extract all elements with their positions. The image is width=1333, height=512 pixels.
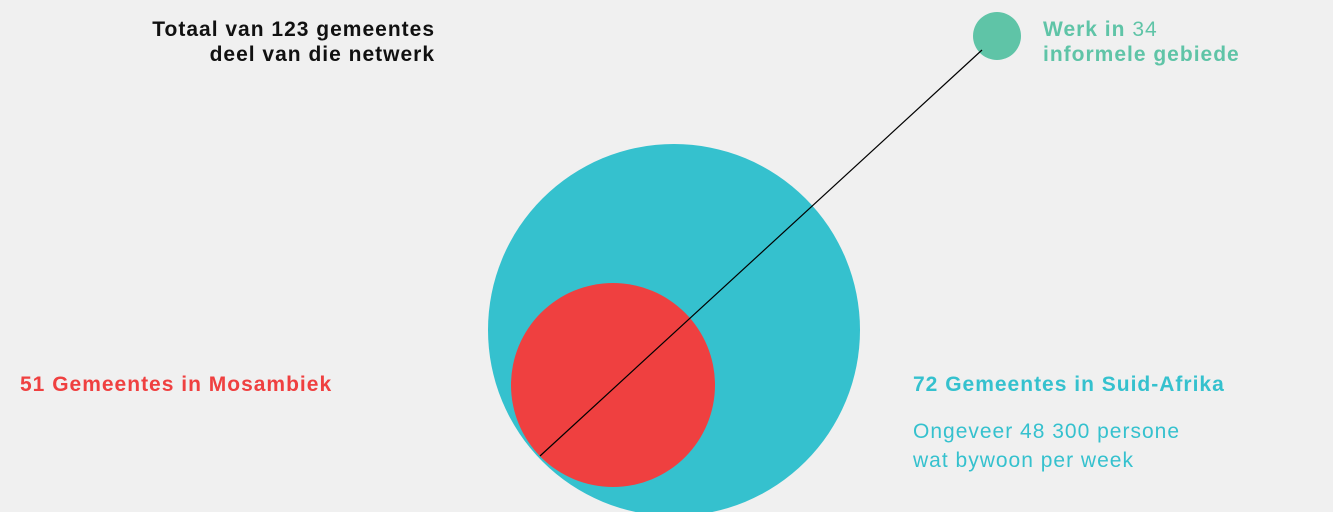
informal-line-1: Werk in 34 bbox=[1043, 17, 1240, 42]
total-line-2: deel van die netwerk bbox=[209, 43, 435, 66]
attendance-line-2: wat bywoon per week bbox=[913, 449, 1134, 472]
connector-line bbox=[539, 49, 983, 457]
south-africa-label: 72 Gemeentes in Suid-Afrika bbox=[913, 373, 1225, 396]
mozambique-label: 51 Gemeentes in Mosambiek bbox=[20, 373, 333, 396]
informal-areas-label: Werk in 34 informele gebiede bbox=[1043, 17, 1240, 67]
informal-prefix: Werk in bbox=[1043, 18, 1126, 41]
informal-count: 34 bbox=[1132, 18, 1158, 41]
attendance-line-1: Ongeveer 48 300 persone bbox=[913, 420, 1181, 443]
mozambique-circle bbox=[511, 283, 715, 487]
total-line-1: Totaal van 123 gemeentes bbox=[152, 18, 435, 41]
weekly-attendance-text: Ongeveer 48 300 persone wat bywoon per w… bbox=[913, 417, 1180, 475]
total-congregations-label: Totaal van 123 gemeentes deel van die ne… bbox=[152, 17, 435, 67]
informal-line-2: informele gebiede bbox=[1043, 43, 1240, 66]
informal-areas-circle bbox=[973, 12, 1021, 60]
